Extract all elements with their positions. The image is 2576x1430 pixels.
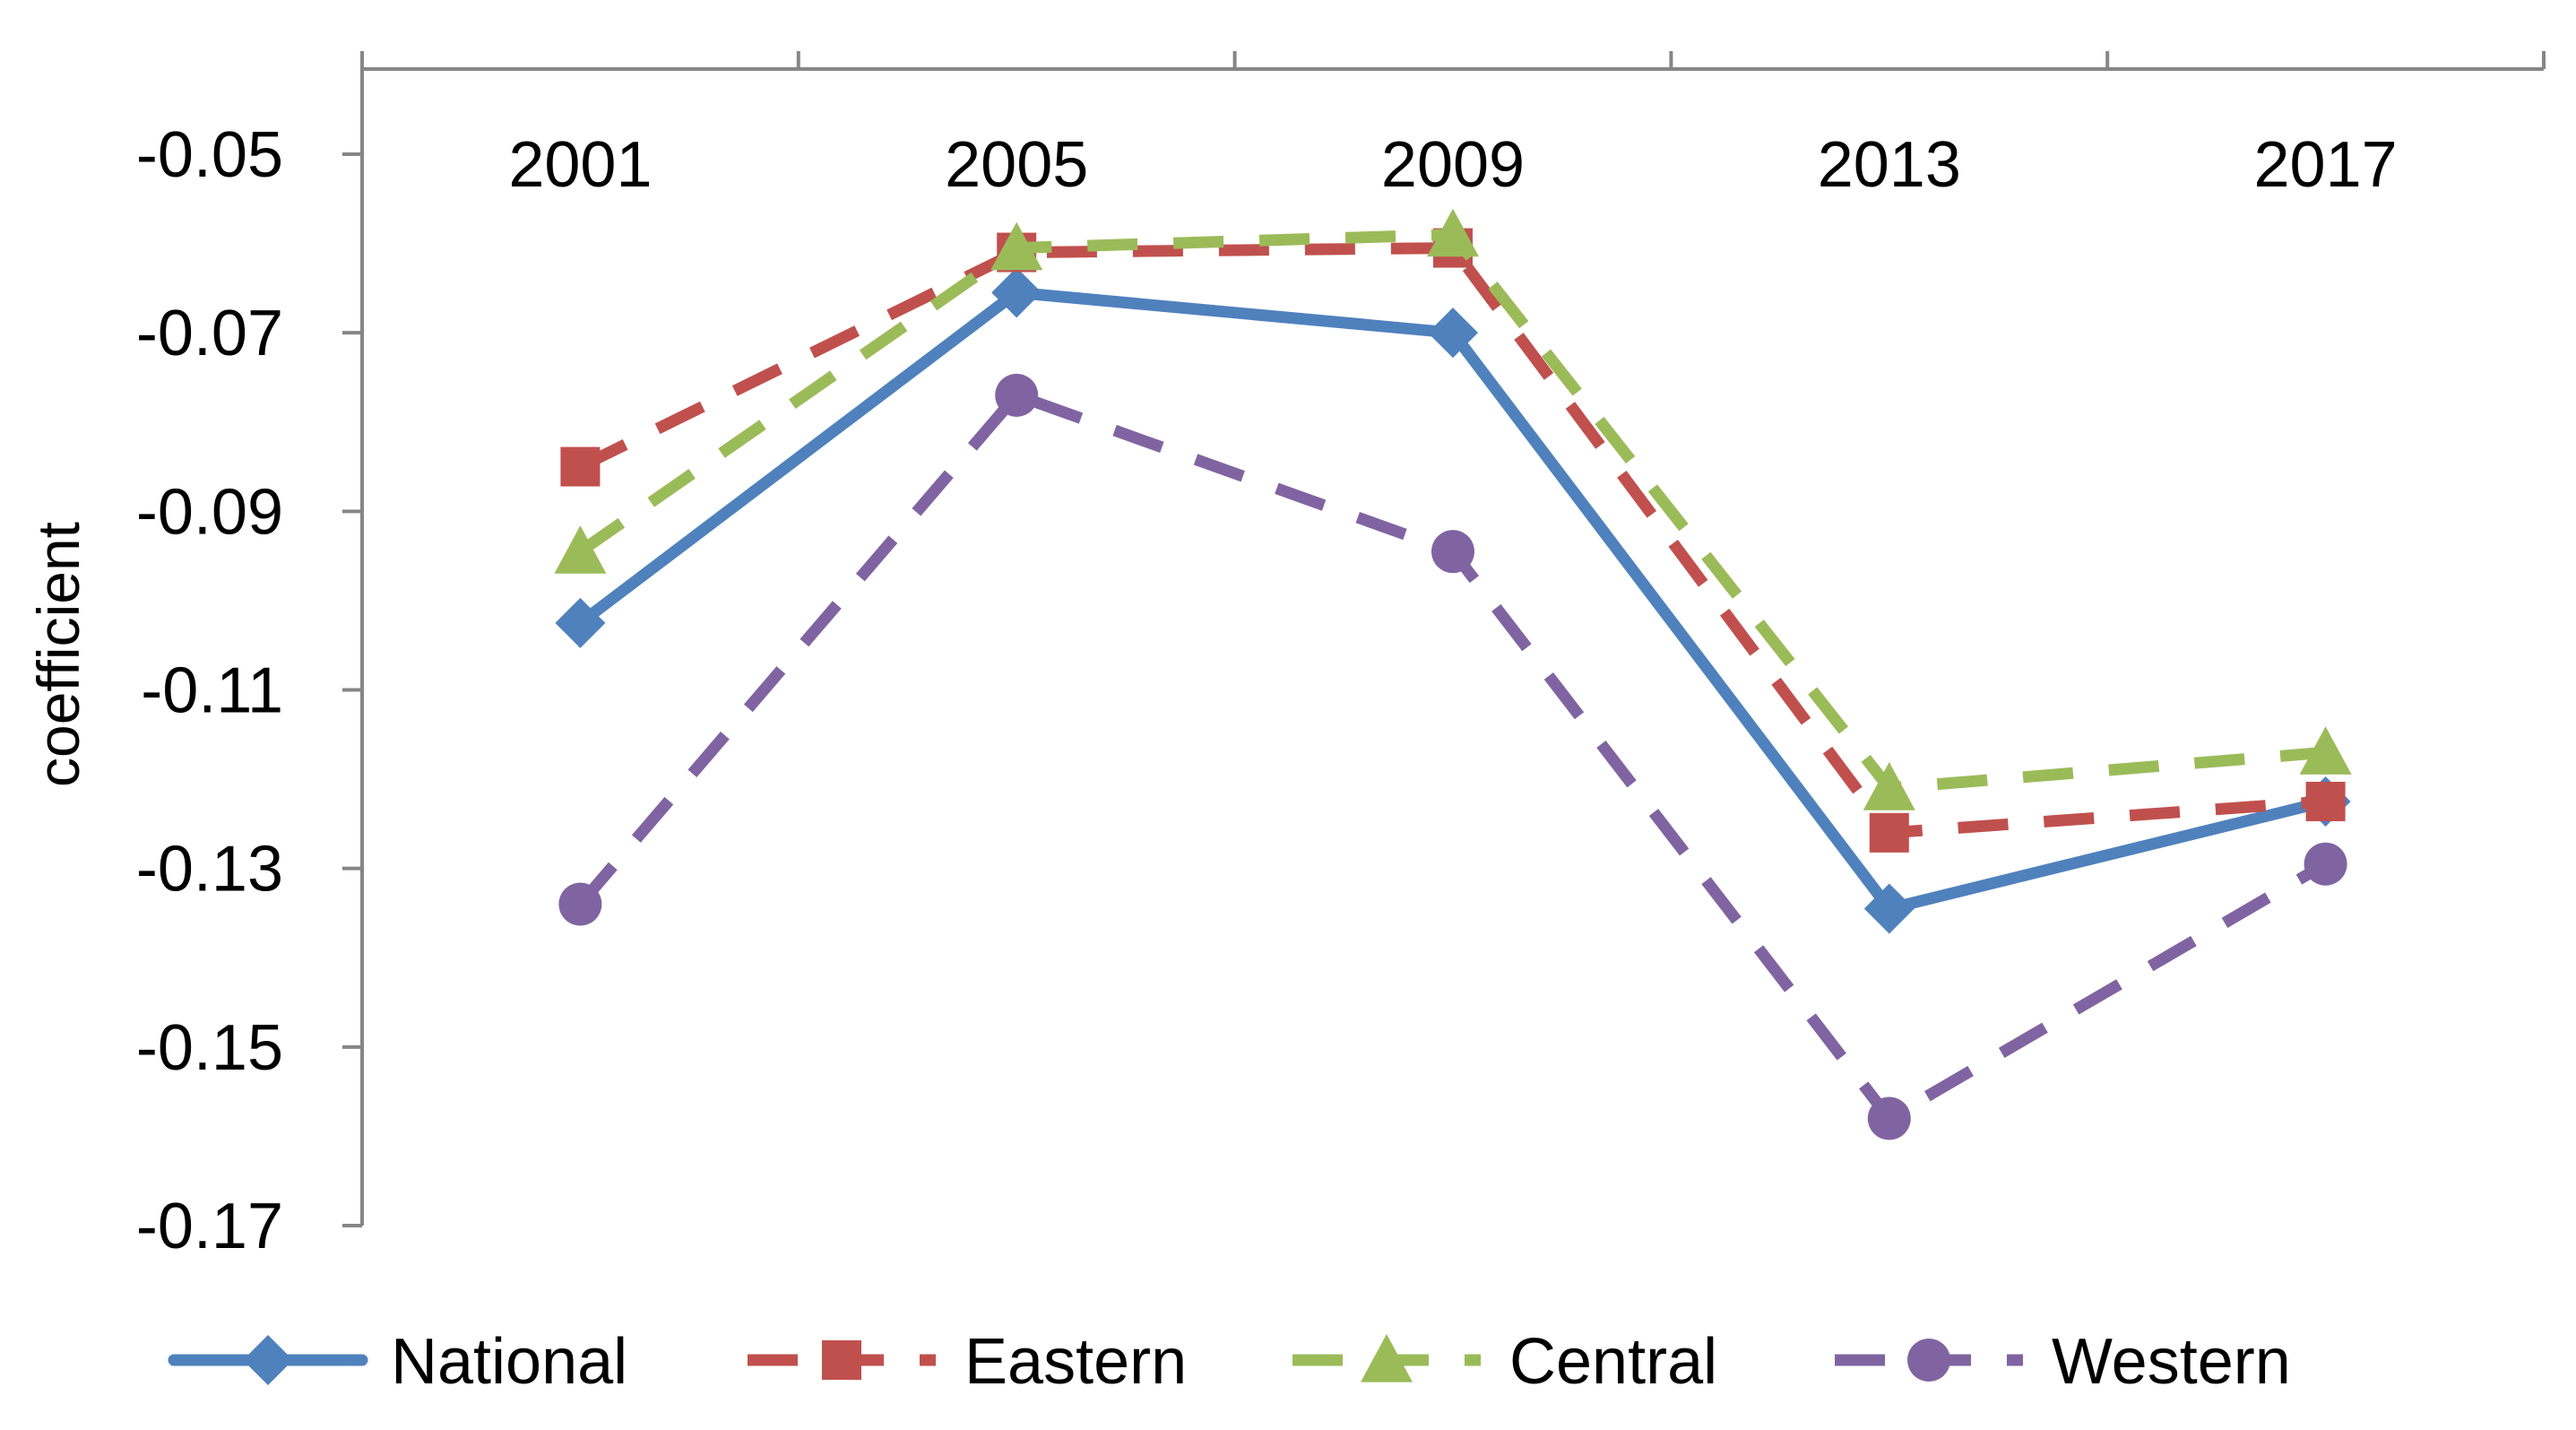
series-central — [554, 208, 2352, 810]
legend-item-national: National — [168, 1326, 627, 1398]
data-point-western — [558, 882, 602, 926]
data-point-national — [555, 597, 606, 648]
y-tick-label: -0.07 — [136, 298, 283, 369]
series-national — [555, 267, 2351, 934]
legend-item-eastern: Eastern — [748, 1326, 1187, 1398]
data-point-central — [2299, 726, 2352, 775]
data-point-central — [1863, 762, 1915, 810]
data-point-central — [990, 221, 1043, 271]
legend-marker — [1361, 1334, 1413, 1382]
legend-marker — [1907, 1339, 1950, 1382]
legend: National Eastern Central Western — [168, 1326, 2291, 1398]
legend-marker — [243, 1335, 293, 1385]
y-axis-title: coefficient — [25, 522, 91, 787]
legend-label: Central — [1509, 1326, 1717, 1398]
data-point-eastern — [560, 446, 601, 487]
data-point-national — [991, 267, 1042, 318]
y-tick-label: -0.09 — [136, 476, 283, 548]
data-point-western — [1867, 1096, 1911, 1140]
x-tick-label: 2013 — [1818, 129, 1961, 201]
data-point-central — [1427, 208, 1479, 257]
x-tick-label: 2009 — [1381, 129, 1525, 201]
y-tick-label: -0.05 — [136, 119, 283, 191]
data-point-western — [995, 373, 1039, 417]
axes-layer — [342, 51, 2546, 1227]
y-tick-label: -0.17 — [136, 1191, 283, 1262]
data-point-western — [2304, 842, 2347, 886]
labels-layer: -0.05 -0.07 -0.09 -0.11 -0.13 -0.15 -0.17 2001 2… — [25, 119, 2398, 1262]
data-point-western — [1431, 530, 1474, 574]
x-tick-label: 2017 — [2254, 129, 2398, 201]
series-layer — [554, 208, 2352, 1140]
data-point-national — [1863, 883, 1915, 934]
x-tick-label: 2001 — [508, 129, 652, 201]
data-point-eastern — [2305, 781, 2346, 821]
y-tick-label: -0.11 — [141, 655, 283, 727]
y-tick-label: -0.15 — [136, 1012, 283, 1084]
legend-label: National — [391, 1326, 627, 1398]
legend-item-western: Western — [1835, 1326, 2291, 1398]
x-tick-label: 2005 — [945, 129, 1088, 201]
series-western — [558, 373, 2347, 1140]
legend-marker — [822, 1340, 861, 1380]
legend-label: Eastern — [964, 1326, 1187, 1398]
y-tick-label: -0.13 — [136, 834, 283, 906]
series-line-western — [575, 389, 2329, 1124]
data-point-national — [1428, 308, 1478, 359]
legend-label: Western — [2052, 1326, 2291, 1398]
legend-item-central: Central — [1292, 1326, 1717, 1398]
data-point-central — [554, 525, 607, 574]
data-point-eastern — [1869, 812, 1909, 853]
